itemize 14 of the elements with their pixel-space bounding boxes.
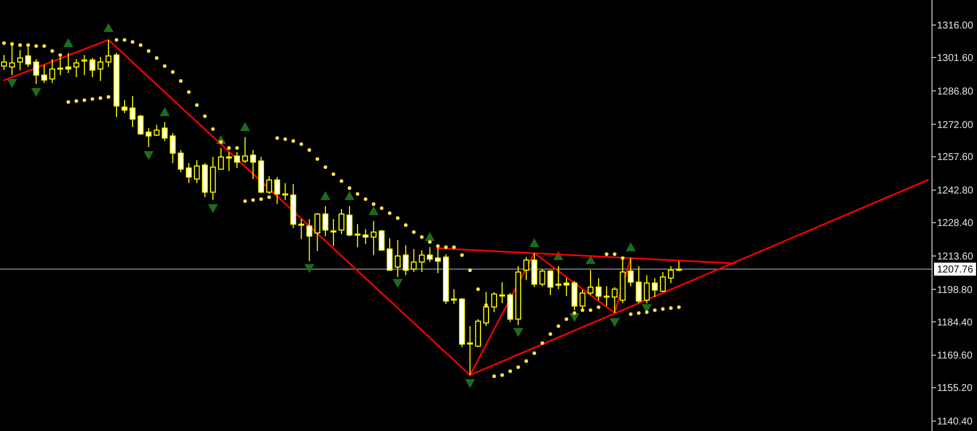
y-tick-label: 1301.60 <box>937 53 974 64</box>
y-tick-label: 1155.20 <box>937 383 973 394</box>
y-tick-label: 1228.40 <box>937 218 974 230</box>
y-tick-label: 1213.60 <box>937 251 974 262</box>
y-tick-label: 1257.60 <box>937 152 974 164</box>
y-tick-label: 1169.60 <box>937 350 973 362</box>
y-tick-label: 1198.80 <box>937 284 973 296</box>
y-tick-label: 1242.80 <box>937 186 974 197</box>
y-tick-label: 1140.40 <box>937 416 973 428</box>
y-tick-label: 1286.80 <box>937 86 974 98</box>
y-tick-label: 1272.00 <box>937 120 974 131</box>
y-tick-label: 1184.40 <box>937 317 973 328</box>
y-tick-label: 1316.00 <box>937 20 974 32</box>
ref-line-label: 1207.76 <box>937 264 974 276</box>
